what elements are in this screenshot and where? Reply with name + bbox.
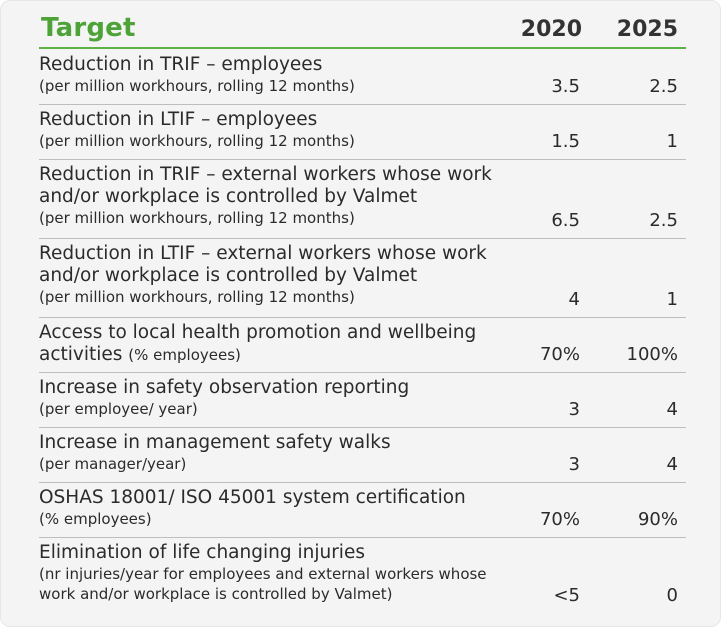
value-2020: 70%	[539, 344, 580, 365]
value-2020: 3.5	[551, 76, 580, 97]
value-2025: 100%	[626, 344, 678, 365]
table-row: OSHAS 18001/ ISO 45001 system certificat…	[39, 483, 686, 538]
row-subtitle: (per manager/year)	[39, 455, 187, 473]
row-subtitle: (nr injuries/year for employees and exte…	[39, 565, 487, 603]
table-row: Elimination of life changing injuries (n…	[39, 538, 686, 613]
table-row: Increase in safety observation reporting…	[39, 373, 686, 428]
row-subtitle: (per million workhours, rolling 12 month…	[39, 209, 355, 227]
row-subtitle: (% employees)	[39, 510, 152, 528]
year-2025-header: 2025	[616, 17, 678, 42]
table-row: Reduction in LTIF – external workers who…	[39, 239, 686, 318]
value-2020: 70%	[539, 509, 580, 530]
table-row: Reduction in LTIF – employees (per milli…	[39, 105, 686, 160]
value-2020: 1.5	[551, 131, 580, 152]
table-row: Reduction in TRIF – external workers who…	[39, 160, 686, 239]
value-2025: 0	[666, 585, 678, 606]
row-subtitle: (per employee/ year)	[39, 400, 198, 418]
value-2020: 3	[568, 399, 580, 420]
row-title: Access to local health promotion and wel…	[39, 322, 509, 366]
table-header: Target 2020 2025	[39, 9, 686, 49]
value-2020: 3	[568, 454, 580, 475]
value-2025: 2.5	[649, 76, 678, 97]
row-subtitle: (per million workhours, rolling 12 month…	[39, 288, 355, 306]
table-row: Increase in management safety walks (per…	[39, 428, 686, 483]
row-title: Increase in safety observation reporting	[39, 377, 410, 398]
row-subtitle: (% employees)	[128, 346, 241, 364]
row-title-text: Access to local health promotion and wel…	[39, 322, 477, 365]
row-title: Reduction in LTIF – external workers who…	[39, 243, 487, 286]
value-2025: 2.5	[649, 210, 678, 231]
row-title: Increase in management safety walks	[39, 432, 391, 453]
value-2025: 4	[666, 454, 678, 475]
target-column-header: Target	[41, 13, 136, 43]
value-2020: 6.5	[551, 210, 580, 231]
table-row: Access to local health promotion and wel…	[39, 318, 686, 373]
row-title: OSHAS 18001/ ISO 45001 system certificat…	[39, 487, 466, 508]
value-2020: 4	[568, 289, 580, 310]
targets-table: Reduction in TRIF – employees (per milli…	[39, 50, 686, 613]
value-2020: <5	[553, 585, 580, 606]
value-2025: 1	[666, 289, 678, 310]
row-subtitle: (per million workhours, rolling 12 month…	[39, 132, 355, 150]
row-subtitle: (per million workhours, rolling 12 month…	[39, 77, 355, 95]
row-title: Reduction in LTIF – employees	[39, 109, 318, 130]
year-2020-header: 2020	[520, 17, 582, 42]
value-2025: 90%	[637, 509, 678, 530]
row-title: Reduction in TRIF – employees	[39, 54, 323, 75]
value-2025: 4	[666, 399, 678, 420]
value-2025: 1	[666, 131, 678, 152]
row-title: Reduction in TRIF – external workers who…	[39, 164, 492, 207]
table-row: Reduction in TRIF – employees (per milli…	[39, 50, 686, 105]
row-title: Elimination of life changing injuries	[39, 542, 365, 563]
